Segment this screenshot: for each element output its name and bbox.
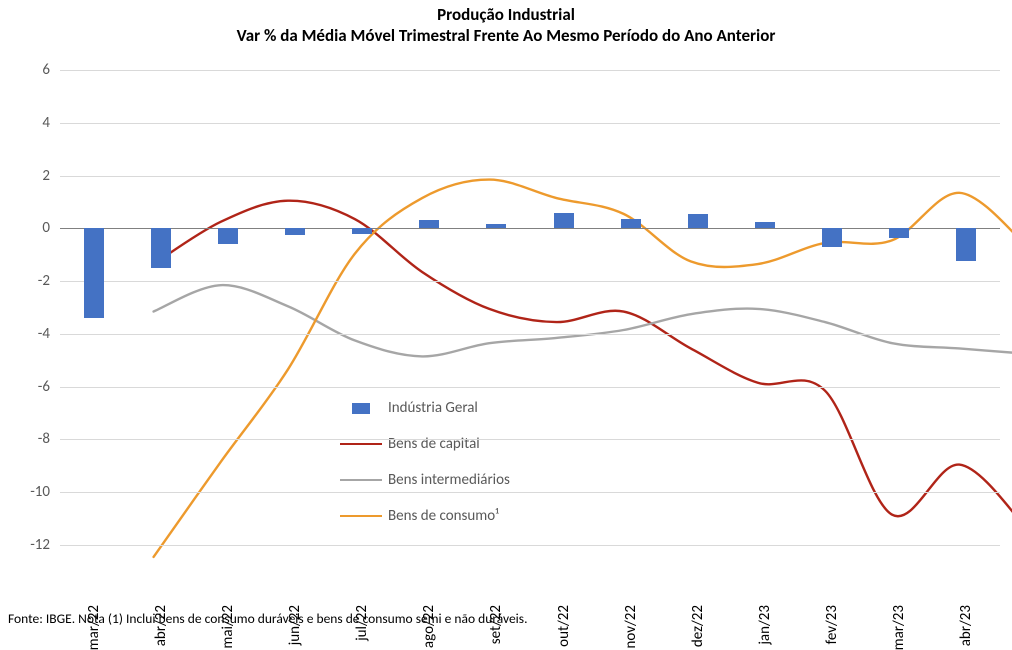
bar <box>554 213 574 229</box>
bar <box>755 222 775 229</box>
x-tick-label: abr/23 <box>957 605 975 646</box>
x-tick-label: ago/22 <box>420 605 438 648</box>
legend-label: Bens intermediários <box>388 471 510 489</box>
legend-line-icon <box>340 443 382 445</box>
bar <box>285 228 305 235</box>
legend-line-icon <box>340 479 382 481</box>
y-tick-label: -10 <box>0 483 50 501</box>
x-tick-label: out/22 <box>555 605 573 647</box>
legend-item: Bens de consumo¹ <box>340 498 510 534</box>
bar <box>84 228 104 318</box>
y-tick-label: -4 <box>0 325 50 343</box>
x-tick-label: abr/22 <box>152 605 170 646</box>
legend-line-icon <box>340 515 382 517</box>
x-tick-label: dez/22 <box>689 605 707 647</box>
chart-title-line1: Produção Industrial <box>0 4 1012 25</box>
x-tick-label: mar/22 <box>85 605 103 650</box>
grid-line <box>60 387 1000 388</box>
y-tick-label: 6 <box>0 61 50 79</box>
x-tick-label: nov/22 <box>622 605 640 649</box>
legend-label: Indústria Geral <box>388 399 478 417</box>
bar <box>218 228 238 244</box>
x-tick-label: mai/22 <box>219 605 237 649</box>
bar <box>688 214 708 229</box>
x-tick-label: jun/22 <box>286 605 304 645</box>
bar <box>956 228 976 261</box>
x-tick-label: set/22 <box>487 605 505 644</box>
bar <box>486 224 506 228</box>
x-tick-label: fev/23 <box>823 605 841 644</box>
series-line <box>154 180 1012 557</box>
y-tick-label: 4 <box>0 114 50 132</box>
bar <box>889 228 909 237</box>
chart-title-line2: Var % da Média Móvel Trimestral Frente A… <box>0 25 1012 46</box>
y-tick-label: -8 <box>0 430 50 448</box>
grid-line <box>60 281 1000 282</box>
grid-line <box>60 545 1000 546</box>
chart-title-block: Produção Industrial Var % da Média Móvel… <box>0 4 1012 47</box>
bar <box>151 228 171 268</box>
y-tick-label: -2 <box>0 272 50 290</box>
series-line <box>154 201 1012 528</box>
bar <box>352 228 372 233</box>
y-tick-label: -6 <box>0 378 50 396</box>
y-tick-label: -12 <box>0 536 50 554</box>
grid-line <box>60 176 1000 177</box>
bar <box>419 220 439 228</box>
legend-label: Bens de consumo¹ <box>388 507 499 525</box>
x-tick-label: jan/23 <box>756 605 774 645</box>
legend-item: Bens de capital <box>340 426 510 462</box>
grid-line <box>60 70 1000 71</box>
legend-label: Bens de capital <box>388 435 480 453</box>
grid-line <box>60 123 1000 124</box>
bar <box>822 228 842 246</box>
grid-line <box>60 492 1000 493</box>
zero-line <box>60 228 1000 229</box>
legend-item: Indústria Geral <box>340 390 510 426</box>
x-tick-label: mar/23 <box>890 605 908 650</box>
y-tick-label: 0 <box>0 219 50 237</box>
grid-line <box>60 334 1000 335</box>
legend-bar-icon <box>340 403 382 414</box>
x-tick-label: jul/22 <box>353 605 371 641</box>
plot-area <box>60 70 1000 545</box>
legend: Indústria Geral Bens de capital Bens inter… <box>340 390 510 534</box>
bar <box>621 219 641 228</box>
series-line <box>154 285 1012 356</box>
grid-line <box>60 439 1000 440</box>
y-tick-label: 2 <box>0 167 50 185</box>
chart-container: Produção Industrial Var % da Média Móvel… <box>0 0 1012 631</box>
line-layer <box>120 140 1012 615</box>
